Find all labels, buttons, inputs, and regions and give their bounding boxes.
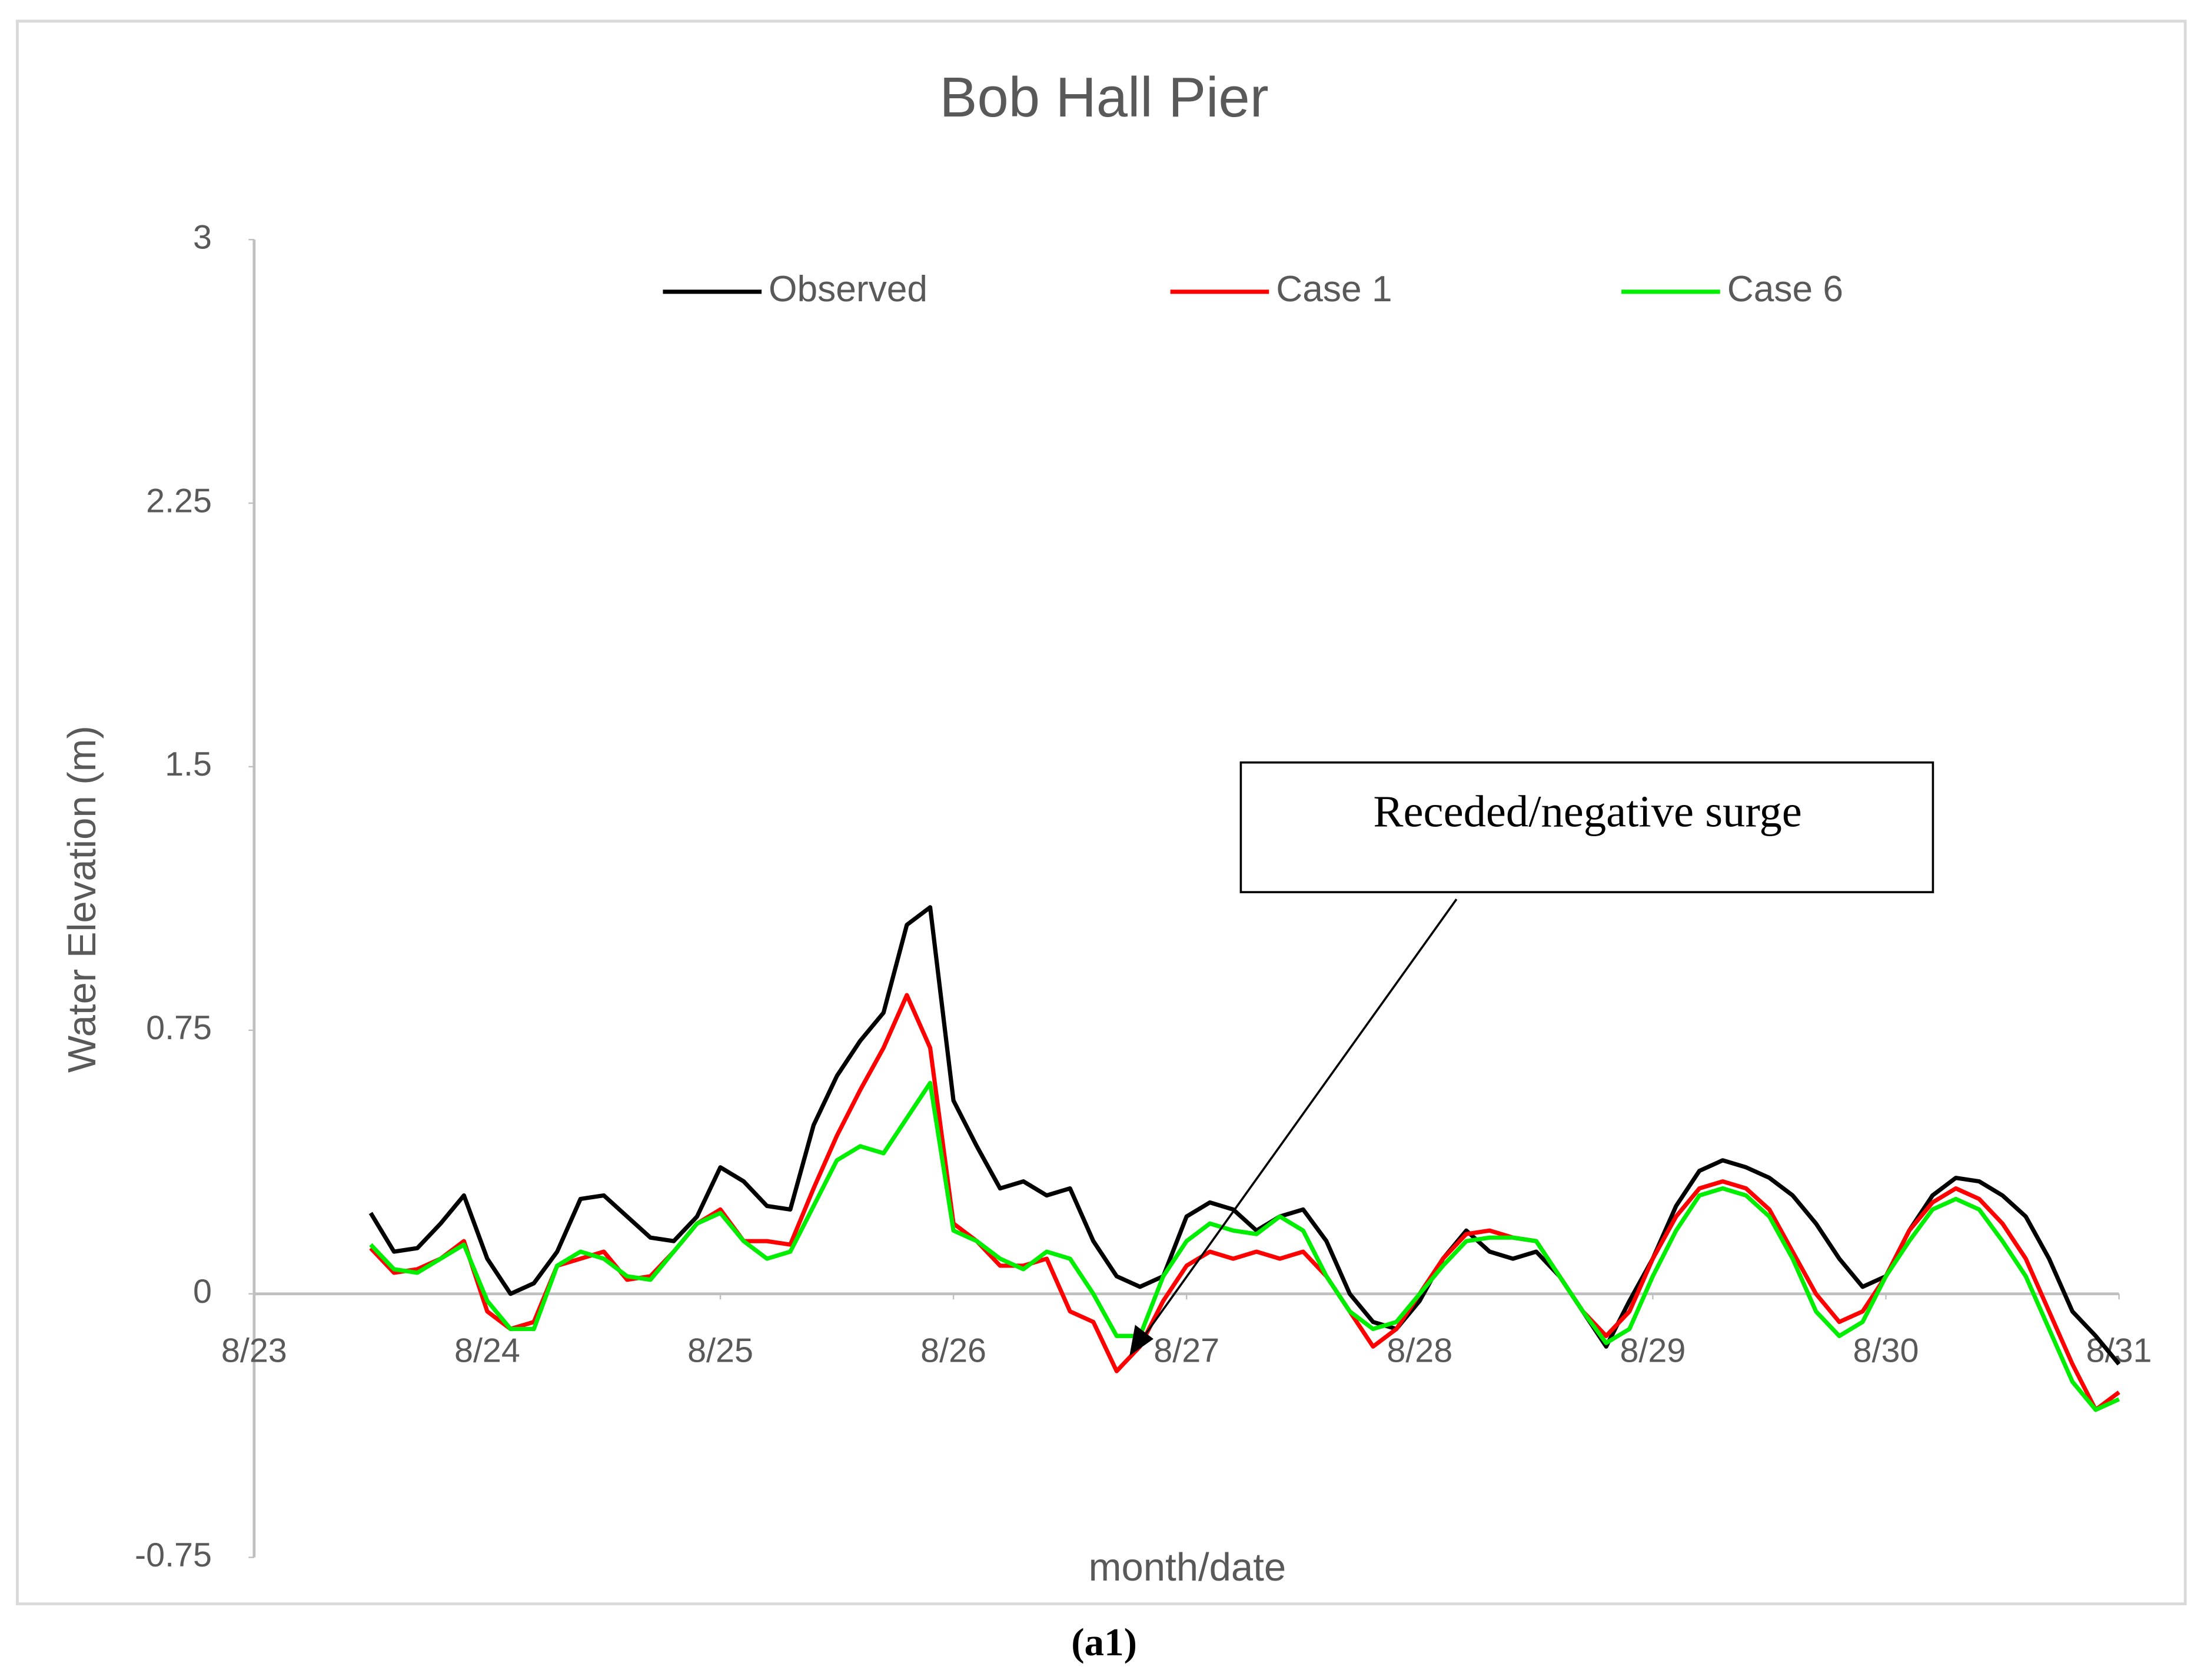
y-tick-label: 0.75 (146, 1009, 212, 1047)
x-tick-label: 8/28 (1387, 1332, 1452, 1370)
y-tick-label: 3 (193, 218, 212, 256)
annotation-box (1239, 761, 1934, 893)
x-tick-label: 8/23 (221, 1332, 287, 1370)
y-axis-title: Water Elevation (m) (60, 726, 104, 1073)
caption: (a1) (1071, 1620, 1137, 1664)
x-tick-label: 8/27 (1153, 1332, 1219, 1370)
x-tick-label: 8/30 (1853, 1332, 1919, 1370)
x-axis-title: month/date (1089, 1545, 1286, 1589)
x-tick-label: 8/29 (1620, 1332, 1686, 1370)
x-tick-label: 8/25 (687, 1332, 753, 1370)
legend-label: Observed (769, 269, 928, 310)
legend-label: Case 1 (1276, 269, 1392, 310)
annotation-arrow (1141, 899, 1458, 1340)
legend-label: Case 6 (1727, 269, 1843, 310)
y-tick-label: 2.25 (146, 482, 212, 520)
y-tick-label: 1.5 (165, 746, 212, 783)
y-tick-label: -0.75 (135, 1536, 212, 1574)
series-line (368, 905, 2121, 1366)
annotation-arrowhead (1129, 1325, 1153, 1356)
annotation-text: Receded/negative surge (1373, 786, 1801, 836)
x-tick-label: 8/26 (920, 1332, 986, 1370)
y-tick-label: 0 (193, 1273, 212, 1310)
chart-title: Bob Hall Pier (940, 66, 1269, 129)
x-tick-label: 8/24 (454, 1332, 520, 1370)
series-line (369, 1080, 2120, 1412)
